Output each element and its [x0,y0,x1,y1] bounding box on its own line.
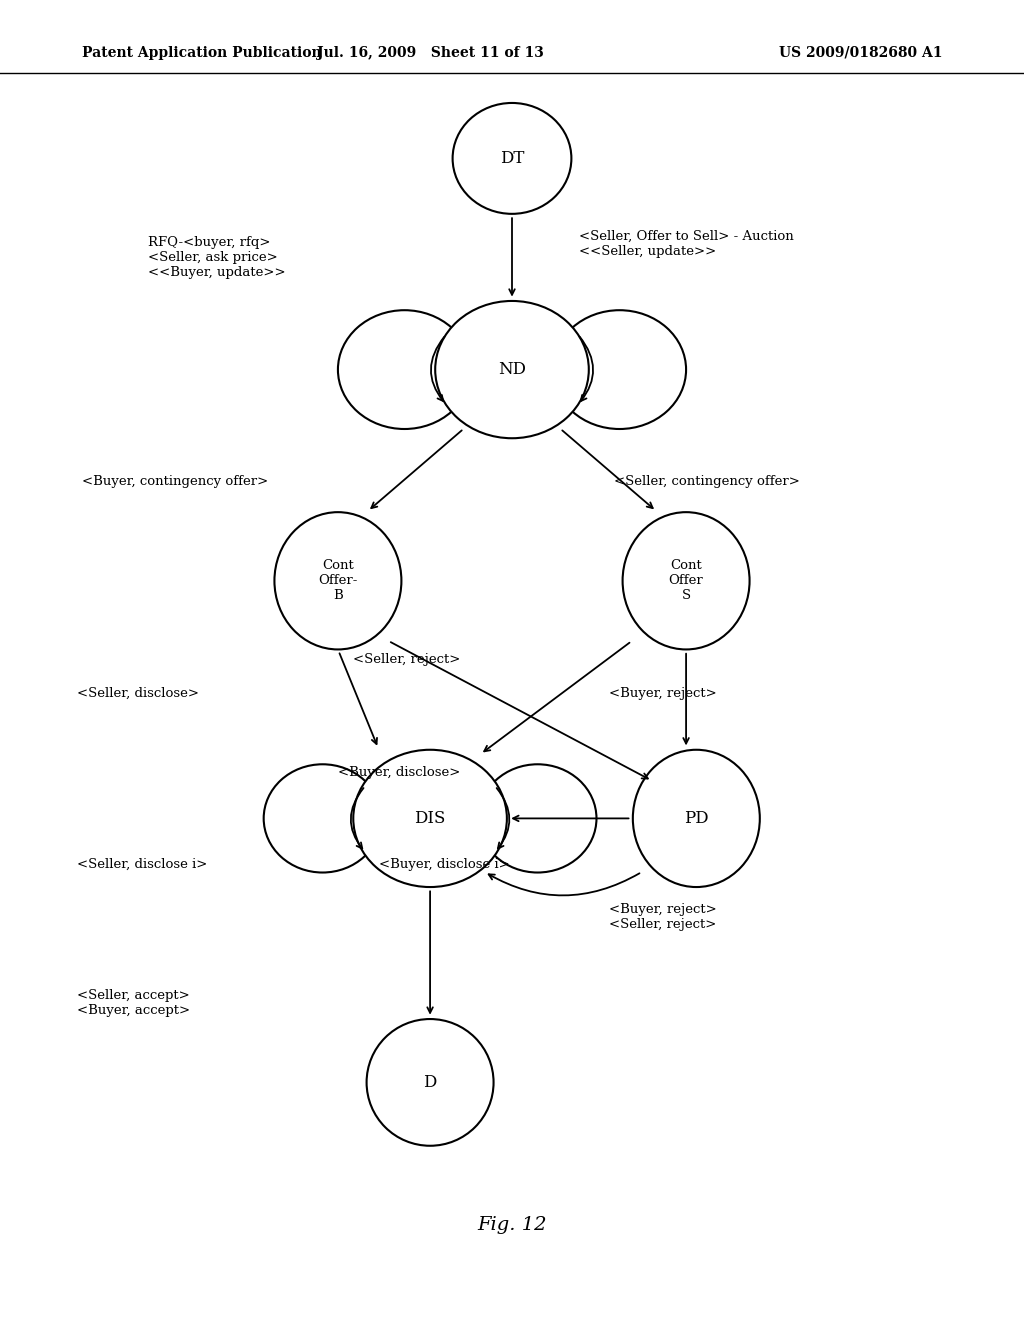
Ellipse shape [264,764,381,873]
Text: <Seller, contingency offer>: <Seller, contingency offer> [614,475,801,488]
Text: <Seller, Offer to Sell> - Auction
<<Seller, update>>: <Seller, Offer to Sell> - Auction <<Sell… [579,230,794,259]
Ellipse shape [479,764,596,873]
Ellipse shape [338,310,471,429]
Text: DIS: DIS [415,810,445,826]
Text: <Buyer, disclose>: <Buyer, disclose> [338,766,461,779]
Text: RFQ-<buyer, rfq>
<Seller, ask price>
<<Buyer, update>>: RFQ-<buyer, rfq> <Seller, ask price> <<B… [148,236,286,279]
Text: Fig. 12: Fig. 12 [477,1216,547,1234]
Ellipse shape [353,750,507,887]
Ellipse shape [274,512,401,649]
Text: <Buyer, disclose i>: <Buyer, disclose i> [379,858,510,871]
Text: Patent Application Publication: Patent Application Publication [82,46,322,59]
Text: PD: PD [684,810,709,826]
Text: ND: ND [498,362,526,378]
Text: <Buyer, reject>: <Buyer, reject> [609,686,717,700]
Ellipse shape [367,1019,494,1146]
Text: <Buyer, reject>
<Seller, reject>: <Buyer, reject> <Seller, reject> [609,903,717,932]
Ellipse shape [553,310,686,429]
Text: US 2009/0182680 A1: US 2009/0182680 A1 [778,46,942,59]
Text: Cont
Offer-
B: Cont Offer- B [318,560,357,602]
Text: <Buyer, contingency offer>: <Buyer, contingency offer> [82,475,268,488]
Text: DT: DT [500,150,524,166]
Ellipse shape [633,750,760,887]
Text: Jul. 16, 2009   Sheet 11 of 13: Jul. 16, 2009 Sheet 11 of 13 [316,46,544,59]
Text: D: D [423,1074,437,1090]
Ellipse shape [453,103,571,214]
Text: <Seller, disclose i>: <Seller, disclose i> [77,858,207,871]
Text: <Seller, reject>: <Seller, reject> [353,653,461,667]
Text: Cont
Offer
S: Cont Offer S [669,560,703,602]
Ellipse shape [623,512,750,649]
Text: <Seller, disclose>: <Seller, disclose> [77,686,199,700]
Text: <Seller, accept>
<Buyer, accept>: <Seller, accept> <Buyer, accept> [77,989,189,1018]
Ellipse shape [435,301,589,438]
